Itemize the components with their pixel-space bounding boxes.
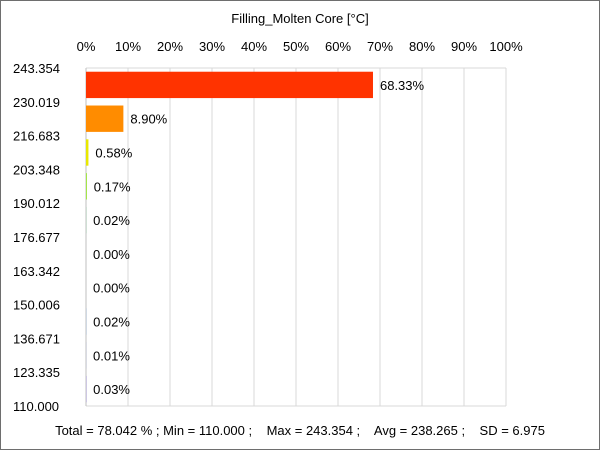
x-tick-label: 70% bbox=[367, 39, 393, 54]
bar-value-label: 0.02% bbox=[93, 213, 130, 228]
x-tick-label: 40% bbox=[241, 39, 267, 54]
y-tick-label: 110.000 bbox=[13, 399, 59, 414]
y-axis-ticks: 243.354 230.019 216.683 203.348 190.012 176.6… bbox=[13, 61, 60, 414]
chart-svg: Filling_Molten Core [°C] 0% 10% 20% 30% 40% 5… bbox=[13, 11, 523, 414]
x-tick-label: 60% bbox=[325, 39, 351, 54]
x-tick-label: 100% bbox=[489, 39, 523, 54]
bars bbox=[86, 71, 373, 403]
y-tick-label: 216.683 bbox=[13, 129, 60, 144]
bar-value-labels: 68.33% 8.90% 0.58% 0.17% 0.02% 0.00% 0.00% 0.02… bbox=[93, 78, 425, 397]
y-tick-label: 190.012 bbox=[13, 196, 60, 211]
x-tick-label: 10% bbox=[115, 39, 141, 54]
x-tick-label: 0% bbox=[77, 39, 96, 54]
bar-value-label: 0.00% bbox=[93, 281, 130, 296]
chart-title: Filling_Molten Core [°C] bbox=[231, 11, 368, 26]
bar bbox=[86, 173, 87, 200]
y-tick-label: 123.335 bbox=[13, 365, 60, 380]
y-tick-label: 136.671 bbox=[13, 331, 60, 346]
bar-value-label: 8.90% bbox=[130, 112, 167, 127]
statistics-footer: Total = 78.042 % ; Min = 110.000 ; Max =… bbox=[55, 423, 545, 438]
y-tick-label: 163.342 bbox=[13, 264, 60, 279]
x-tick-label: 30% bbox=[199, 39, 225, 54]
x-tick-label: 20% bbox=[157, 39, 183, 54]
y-tick-label: 176.677 bbox=[13, 230, 60, 245]
bar-value-label: 68.33% bbox=[380, 78, 425, 93]
bar-value-label: 0.02% bbox=[93, 315, 130, 330]
bar bbox=[86, 105, 124, 132]
x-tick-label: 80% bbox=[409, 39, 435, 54]
bar-value-label: 0.03% bbox=[93, 382, 130, 397]
y-tick-label: 243.354 bbox=[13, 61, 60, 76]
y-tick-label: 150.006 bbox=[13, 298, 60, 313]
y-tick-label: 203.348 bbox=[13, 162, 60, 177]
bar-value-label: 0.58% bbox=[95, 146, 132, 161]
y-tick-label: 230.019 bbox=[13, 95, 60, 110]
x-tick-label: 90% bbox=[451, 39, 477, 54]
bar bbox=[86, 71, 373, 99]
bar-value-label: 0.17% bbox=[94, 179, 131, 194]
x-tick-label: 50% bbox=[283, 39, 309, 54]
bar-value-label: 0.00% bbox=[93, 247, 130, 262]
bar-value-label: 0.01% bbox=[93, 348, 130, 363]
x-axis-ticks: 0% 10% 20% 30% 40% 50% 60% 70% 80% 90% 100% bbox=[77, 39, 523, 54]
bar bbox=[86, 139, 89, 166]
